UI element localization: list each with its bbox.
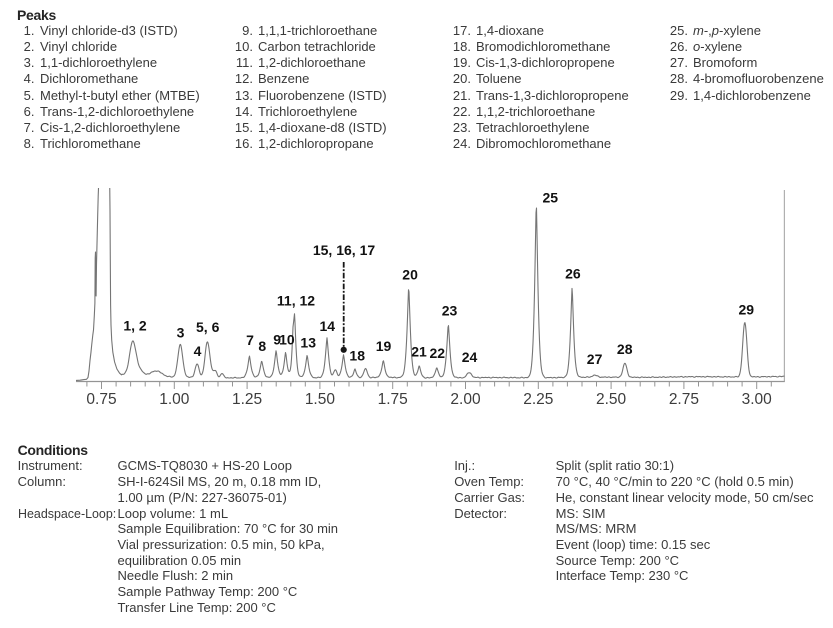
svg-text:11, 12: 11, 12 [277, 293, 315, 309]
svg-text:18: 18 [349, 347, 365, 363]
svg-text:10: 10 [279, 332, 295, 348]
svg-text:1.00: 1.00 [159, 391, 190, 408]
svg-text:20: 20 [402, 267, 418, 283]
svg-text:3.00: 3.00 [742, 391, 773, 408]
svg-text:8: 8 [258, 338, 266, 354]
svg-text:5, 6: 5, 6 [196, 319, 220, 335]
svg-text:2.50: 2.50 [596, 391, 627, 408]
svg-text:15, 16, 17: 15, 16, 17 [313, 242, 375, 258]
svg-text:2.00: 2.00 [450, 391, 481, 408]
svg-text:19: 19 [376, 338, 392, 354]
svg-text:26: 26 [565, 266, 581, 282]
svg-text:1.75: 1.75 [378, 391, 408, 408]
svg-text:28: 28 [617, 341, 633, 357]
svg-text:13: 13 [300, 335, 316, 351]
svg-text:1.50: 1.50 [305, 391, 336, 408]
svg-text:1.25: 1.25 [232, 391, 262, 408]
svg-text:4: 4 [194, 343, 202, 359]
svg-text:1, 2: 1, 2 [123, 317, 147, 333]
svg-text:21: 21 [411, 344, 427, 360]
svg-text:2.25: 2.25 [523, 391, 553, 408]
svg-text:25: 25 [543, 190, 559, 206]
svg-text:23: 23 [442, 302, 458, 318]
svg-text:24: 24 [462, 349, 478, 365]
svg-text:7: 7 [246, 332, 254, 348]
svg-text:2.75: 2.75 [669, 391, 699, 408]
svg-text:22: 22 [430, 345, 446, 361]
svg-text:9: 9 [273, 332, 281, 348]
svg-text:0.75: 0.75 [86, 391, 116, 408]
svg-text:27: 27 [587, 351, 603, 367]
svg-text:3: 3 [177, 324, 185, 340]
svg-text:29: 29 [739, 301, 755, 317]
svg-text:14: 14 [320, 318, 336, 334]
